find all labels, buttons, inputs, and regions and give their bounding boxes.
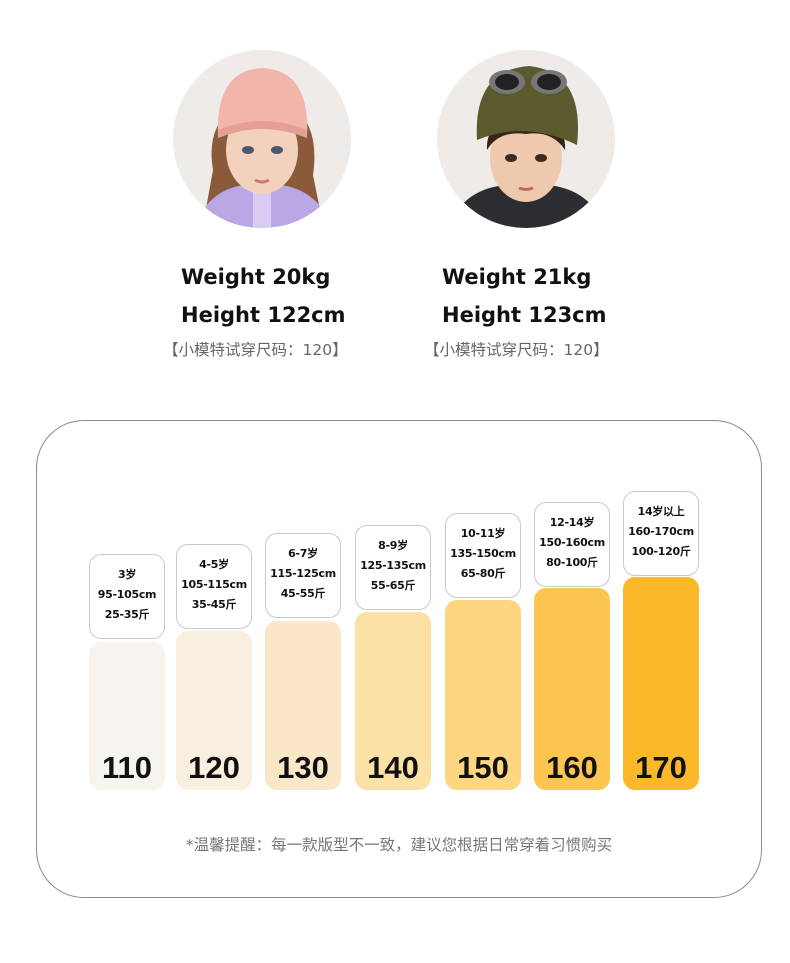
size-label: 140	[367, 750, 419, 785]
model-info-girl: Weight 20kg Height 122cm 【小模特试穿尺码：120】	[163, 258, 348, 360]
size-age: 6-7岁	[288, 547, 318, 560]
size-label: 170	[635, 750, 687, 785]
size-bar: 160	[534, 588, 610, 790]
model-girl-photo	[173, 50, 351, 228]
size-age: 10-11岁	[460, 527, 506, 540]
size-label: 130	[277, 750, 329, 785]
size-height-range: 95-105cm	[97, 588, 157, 601]
size-bar: 110	[89, 642, 165, 790]
size-label: 110	[101, 750, 152, 785]
size-height-range: 115-125cm	[270, 567, 336, 580]
size-weight-range: 25-35斤	[104, 608, 150, 621]
model-height: Height 122cm	[181, 303, 346, 327]
size-height-range: 150-160cm	[539, 536, 605, 549]
model-boy-photo	[437, 50, 615, 228]
size-age: 8-9岁	[378, 539, 408, 552]
size-bar: 150	[445, 600, 521, 790]
size-label: 120	[188, 750, 240, 785]
size-age: 3岁	[117, 568, 137, 581]
size-bar: 130	[265, 621, 341, 790]
size-weight-range: 55-65斤	[370, 579, 416, 592]
size-spec-bubble: 3岁 95-105cm 25-35斤	[89, 554, 165, 639]
model-info-boy: Weight 21kg Height 123cm 【小模特试穿尺码：120】	[424, 258, 609, 360]
size-label: 160	[546, 750, 598, 785]
size-label: 150	[457, 750, 509, 785]
size-spec-bubble: 10-11岁 135-150cm 65-80斤	[445, 513, 521, 598]
model-weight: Weight 20kg	[181, 265, 331, 289]
size-spec-bubble: 4-5岁 105-115cm 35-45斤	[176, 544, 252, 629]
size-spec-bubble: 14岁以上 160-170cm 100-120斤	[623, 491, 699, 576]
size-weight-range: 100-120斤	[631, 545, 691, 558]
size-weight-range: 35-45斤	[191, 598, 237, 611]
size-spec-bubble: 6-7岁 115-125cm 45-55斤	[265, 533, 341, 618]
size-weight-range: 65-80斤	[460, 567, 506, 580]
size-weight-range: 80-100斤	[546, 556, 598, 569]
size-age: 14岁以上	[637, 505, 685, 518]
model-height: Height 123cm	[442, 303, 607, 327]
size-bar: 140	[355, 612, 431, 790]
size-height-range: 160-170cm	[628, 525, 694, 538]
size-age: 12-14岁	[549, 516, 595, 529]
model-weight: Weight 21kg	[442, 265, 592, 289]
size-spec-bubble: 12-14岁 150-160cm 80-100斤	[534, 502, 610, 587]
size-height-range: 105-115cm	[181, 578, 247, 591]
model-tryon-size: 【小模特试穿尺码：120】	[163, 341, 348, 359]
size-height-range: 135-150cm	[450, 547, 516, 560]
size-height-range: 125-135cm	[360, 559, 426, 572]
size-weight-range: 45-55斤	[280, 587, 326, 600]
size-bar: 170	[623, 577, 699, 790]
size-age: 4-5岁	[199, 558, 229, 571]
model-tryon-size: 【小模特试穿尺码：120】	[424, 341, 609, 359]
fit-reminder-note: *温馨提醒：每一款版型不一致，建议您根据日常穿着习惯购买	[185, 836, 613, 854]
size-bar: 120	[176, 631, 252, 790]
size-spec-bubble: 8-9岁 125-135cm 55-65斤	[355, 525, 431, 610]
